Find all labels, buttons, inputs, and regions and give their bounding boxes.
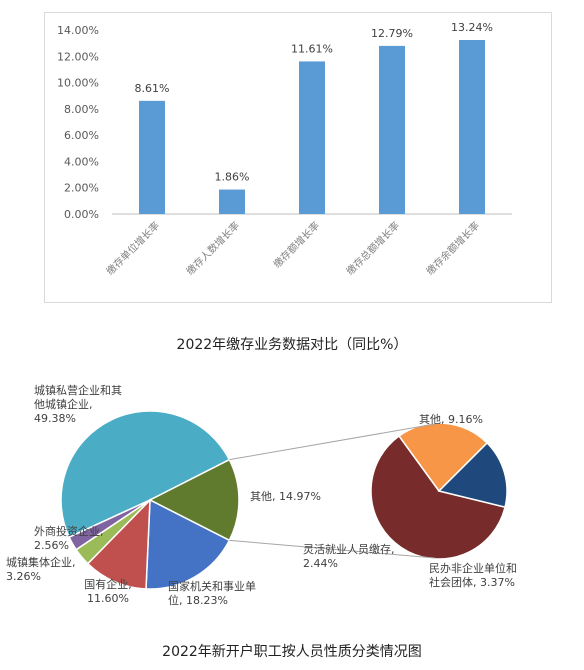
bar xyxy=(379,45,405,214)
bar xyxy=(459,39,485,214)
y-tick-label: 2.00% xyxy=(64,182,99,195)
secondary-pie-slice xyxy=(437,441,508,509)
bar-value-label: 1.86% xyxy=(215,171,250,184)
bar xyxy=(139,100,165,214)
bar-value-label: 13.24% xyxy=(451,21,493,34)
pie-slice xyxy=(86,498,151,590)
slice-label: 2.44% xyxy=(303,557,338,570)
x-tick-label: 缴存总额增长率 xyxy=(343,219,402,278)
pie-slice xyxy=(68,499,151,551)
slice-label: 2.56% xyxy=(34,539,69,552)
slice-label: 其他, 9.16% xyxy=(419,413,483,426)
x-tick-label: 缴存人数增长率 xyxy=(183,219,242,278)
slice-label: 外商投资企业, xyxy=(34,524,104,538)
y-tick-label: 4.00% xyxy=(64,155,99,168)
pie-slice xyxy=(145,498,231,590)
slice-label: 位, 18.23% xyxy=(168,593,228,607)
x-tick-label: 缴存余额增长率 xyxy=(423,219,482,278)
slice-label: 他城镇企业, xyxy=(34,397,93,411)
slice-label: 其他, 14.97% xyxy=(250,490,321,503)
bar xyxy=(219,189,245,214)
slice-label: 国有企业, xyxy=(84,577,132,591)
pie-slice xyxy=(60,410,231,539)
bar-chart: 0.00% 2.00% 4.00% 6.00% 8.00% 10.00% 12.00% 14.… xyxy=(57,21,512,278)
connector-line xyxy=(229,539,436,559)
secondary-pie-slice xyxy=(370,434,506,560)
slice-label: 城镇私营企业和其 xyxy=(34,383,122,397)
bar-chart-title: 2022年缴存业务数据对比（同比%） xyxy=(176,337,408,353)
bar xyxy=(299,61,325,214)
y-tick-label: 10.00% xyxy=(57,77,99,90)
bar-value-label: 12.79% xyxy=(371,27,413,40)
y-tick-label: 6.00% xyxy=(64,129,99,142)
pie-chart-title: 2022年新开户职工按人员性质分类情况图 xyxy=(162,644,422,660)
connector-line xyxy=(229,423,436,461)
slice-label: 民办非企业单位和 xyxy=(429,561,517,575)
slice-label: 社会团体, 3.37% xyxy=(429,575,515,589)
slice-label: 3.26% xyxy=(6,570,41,583)
secondary-pie-slice xyxy=(397,422,489,493)
bar-value-label: 11.61% xyxy=(291,42,333,55)
slice-label: 城镇集体企业, xyxy=(6,555,76,569)
x-tick-label: 缴存额增长率 xyxy=(271,219,323,271)
y-tick-label: 14.00% xyxy=(57,24,99,37)
bar-chart-frame xyxy=(44,12,552,303)
y-tick-label: 8.00% xyxy=(64,103,99,116)
slice-label: 49.38% xyxy=(34,412,76,425)
slice-label: 灵活就业人员缴存, xyxy=(303,542,395,556)
pie-slice xyxy=(148,458,240,542)
y-tick-label: 12.00% xyxy=(57,50,99,63)
y-tick-label: 0.00% xyxy=(64,208,99,221)
slice-label: 11.60% xyxy=(87,592,129,605)
slice-label: 国家机关和事业单 xyxy=(168,579,256,593)
bar-value-label: 8.61% xyxy=(135,82,170,95)
x-tick-label: 缴存单位增长率 xyxy=(103,219,162,278)
